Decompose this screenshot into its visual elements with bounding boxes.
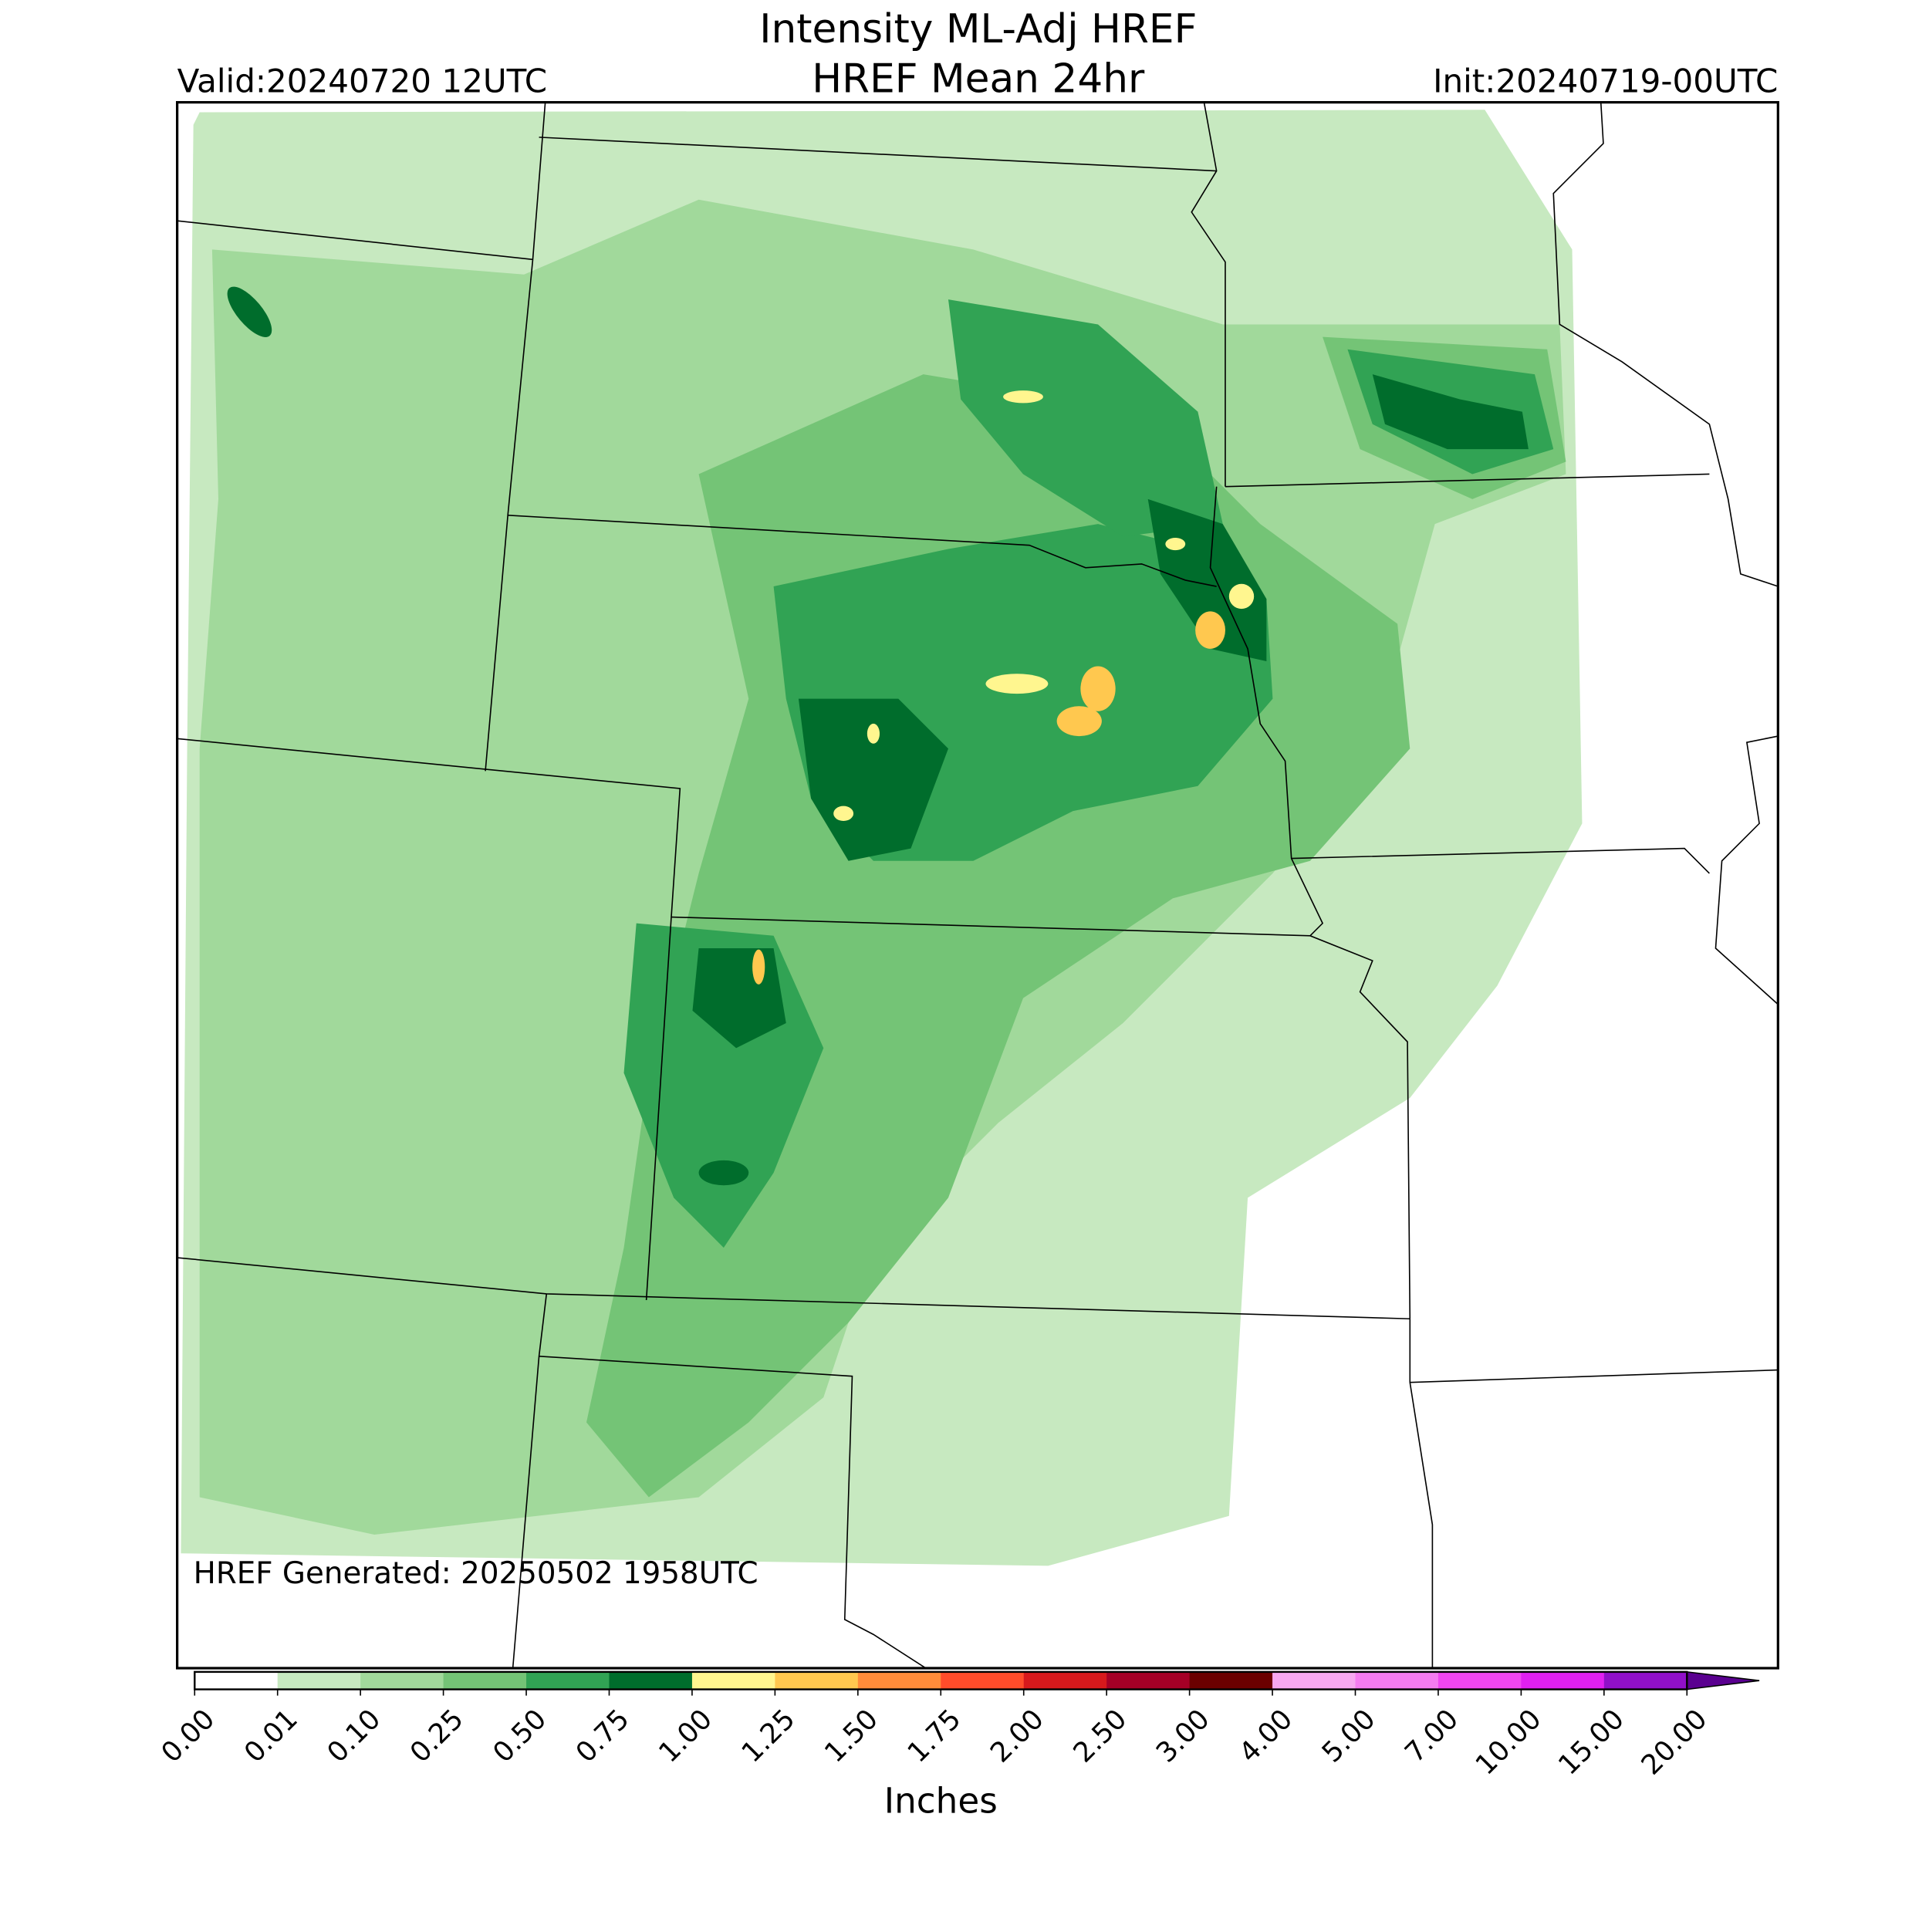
colorbar-segment [526,1671,610,1690]
colorbar-extend [1686,1670,1760,1690]
colorbar-tick-label: 20.00 [1635,1704,1713,1782]
colorbar-segment [1023,1671,1107,1690]
colorbar-segment [1437,1671,1522,1690]
colorbar-tick-label: 2.00 [985,1704,1050,1769]
colorbar-label: Inches [884,1781,998,1822]
colorbar-tick-label: 1.00 [653,1704,718,1769]
map-frame [176,100,1779,1670]
colorbar-segment [857,1671,942,1690]
colorbar-tick-label: 1.50 [819,1704,884,1769]
colorbar-segment [691,1671,776,1690]
colorbar-tick-label: 2.50 [1067,1704,1133,1769]
colorbar-tick-label: 15.00 [1552,1704,1630,1782]
subtitle: HREF Mean 24hr [812,56,1145,103]
colorbar-tick-label: 5.00 [1316,1704,1382,1769]
colorbar-segment [941,1671,1025,1690]
generated-time: HREF Generated: 20250502 1958UTC [194,1556,758,1591]
colorbar-segment [1521,1671,1605,1690]
colorbar-segment [775,1671,859,1690]
colorbar-tick-label: 10.00 [1470,1704,1548,1782]
colorbar-segment [194,1671,279,1690]
init-time: Init:20240719-00UTC [1433,62,1778,100]
precip-field [181,110,1583,1566]
colorbar-tick-label: 0.50 [487,1704,552,1769]
colorbar-tick-label: 0.75 [570,1704,636,1769]
colorbar-tick-label: 0.25 [404,1704,470,1769]
valid-time: Valid:20240720 12UTC [177,62,548,100]
colorbar-tick-label: 4.00 [1233,1704,1299,1769]
colorbar-segment [1355,1671,1439,1690]
colorbar-tick-label: 3.00 [1150,1704,1216,1769]
colorbar-tick-label: 1.25 [736,1704,802,1769]
colorbar-tick-label: 1.75 [901,1704,967,1769]
colorbar-tick-label: 7.00 [1399,1704,1464,1769]
state-borders [177,102,1779,1669]
colorbar-segment [1189,1671,1273,1690]
colorbar: 0.00 0.01 0.10 0.25 0.50 0.75 1.00 1.25 1.50 1.75… [155,1670,1760,1782]
colorbar-segment [1603,1671,1688,1690]
colorbar-segment [443,1671,527,1690]
colorbar-segment [609,1671,693,1690]
title: Intensity ML-Adj HREF [759,6,1197,52]
colorbar-segment [277,1671,361,1690]
colorbar-tick-label: 0.01 [238,1704,304,1769]
colorbar-segment [1106,1671,1191,1690]
colorbar-outline [194,1670,1688,1690]
colorbar-segment [360,1671,444,1690]
colorbar-tick-label: 0.00 [155,1704,221,1769]
colorbar-tick-label: 0.10 [321,1704,387,1769]
colorbar-segment [1272,1671,1356,1690]
